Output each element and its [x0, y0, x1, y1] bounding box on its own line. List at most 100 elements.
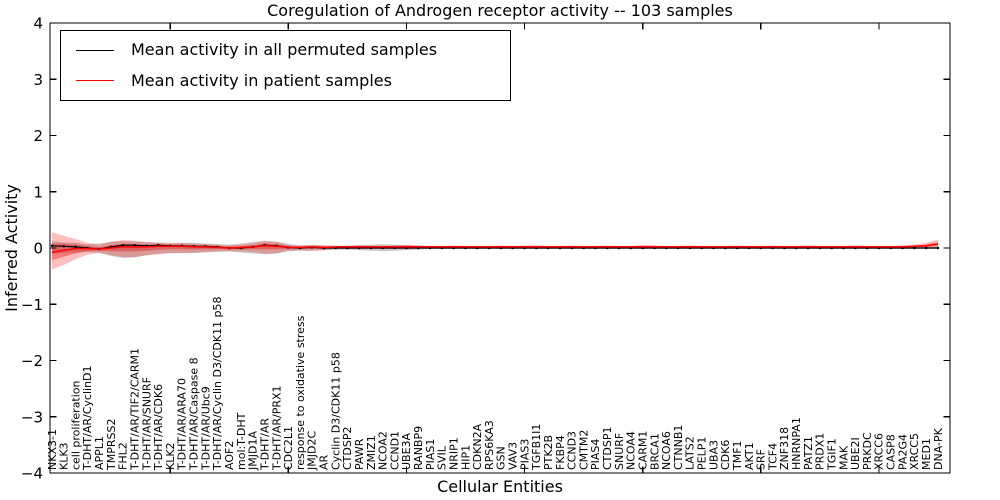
permuted-marker: [771, 246, 774, 250]
x-tick-label: T-DHT/AR/TIF2/CARM1: [128, 348, 141, 471]
permuted-marker: [641, 246, 644, 250]
legend-entry-patient: Mean activity in patient samples: [61, 70, 510, 90]
permuted-marker: [109, 245, 113, 248]
x-tick-label: CASP8: [885, 434, 898, 470]
permuted-marker: [936, 246, 940, 250]
permuted-marker: [145, 244, 148, 247]
permuted-marker: [795, 246, 798, 250]
x-tick-label: SNURF: [613, 433, 626, 470]
permuted-marker: [523, 246, 526, 250]
x-tick-label: ZNF318: [778, 427, 791, 470]
x-tick-label: PAWR: [353, 438, 366, 470]
patient-line-sample: [76, 80, 114, 82]
permuted-marker: [830, 246, 833, 250]
x-tick-label: JMJD1A: [247, 431, 260, 471]
permuted-marker: [653, 246, 656, 250]
x-tick-label: T-DHT/AR/Caspase 8: [188, 357, 201, 471]
x-tick-label: PELP1: [696, 437, 709, 470]
permuted-marker: [133, 244, 136, 247]
x-tick-label: CDK6: [719, 440, 732, 470]
x-tick-label: response to oxidative stress: [294, 315, 307, 470]
y-tick-label: 1: [33, 183, 43, 201]
permuted-marker: [925, 246, 928, 250]
y-tick-label: 3: [33, 71, 43, 89]
permuted-marker: [866, 246, 869, 250]
x-tick-label: CMTM2: [577, 430, 590, 470]
x-tick-label: TGIF1: [825, 438, 838, 471]
y-tick-label: −3: [21, 408, 43, 426]
permuted-marker: [842, 246, 845, 250]
x-tick-label: T-DHT/AR/Cyclin D3/CDK11 p58: [211, 296, 224, 471]
permuted-marker: [381, 246, 384, 250]
permuted-marker: [582, 246, 585, 250]
permuted-marker: [157, 244, 160, 247]
x-tick-label: CARM1: [636, 431, 649, 470]
y-tick-label: 0: [33, 240, 43, 258]
permuted-marker: [700, 246, 703, 250]
x-tick-label: PIAS1: [424, 439, 437, 470]
y-tick-label: 2: [33, 127, 43, 145]
permuted-marker: [369, 246, 373, 250]
y-axis-label: Inferred Activity: [2, 184, 21, 312]
permuted-marker: [629, 246, 632, 250]
x-tick-label: SVIL: [436, 445, 449, 470]
permuted-marker: [547, 246, 550, 250]
x-tick-label: XRCC6: [873, 433, 886, 470]
permuted-marker: [724, 246, 727, 250]
permuted-marker: [428, 246, 432, 250]
x-tick-label: AOF2: [223, 441, 236, 470]
x-tick-label: CCND3: [566, 431, 579, 470]
x-tick-label: HIP1: [459, 445, 472, 470]
permuted-marker: [594, 246, 597, 250]
permuted-marker: [570, 246, 573, 250]
x-tick-label: PIAS4: [589, 439, 602, 470]
y-tick-label: −2: [21, 352, 43, 370]
permuted-marker: [783, 246, 786, 250]
x-tick-label: PA2G4: [896, 434, 909, 470]
x-tick-label: VAV3: [507, 442, 520, 470]
x-tick-label: CTDSP1: [601, 427, 614, 470]
x-tick-label: T-DHT/AR/CDK6: [152, 384, 165, 471]
permuted-marker: [854, 246, 857, 250]
permuted-marker: [606, 246, 609, 250]
x-tick-label: NRIP1: [447, 437, 460, 470]
x-tick-label: cell proliferation: [69, 380, 82, 470]
permuted-marker: [913, 246, 916, 250]
permuted-marker: [665, 246, 668, 250]
x-tick-label: mol:T-DHT: [235, 412, 248, 470]
x-tick-label: LATS2: [684, 436, 697, 470]
permuted-marker: [417, 246, 420, 250]
chart-title: Coregulation of Androgen receptor activi…: [267, 1, 733, 20]
x-tick-label: XRCC5: [908, 433, 921, 470]
x-tick-label: MAK: [837, 445, 850, 470]
permuted-marker: [877, 246, 881, 250]
permuted-marker: [50, 244, 54, 247]
x-tick-label: T-DHT/AR: [258, 418, 271, 471]
y-tick-label: 4: [33, 15, 43, 33]
legend-label-patient: Mean activity in patient samples: [131, 70, 392, 90]
x-tick-label: T-DHT/AR/SNURF: [140, 377, 153, 471]
x-tick-label: APPL1: [93, 436, 106, 470]
permuted-marker: [440, 246, 443, 250]
x-tick-label: TCF4: [766, 443, 779, 471]
x-tick-label: AR: [318, 454, 331, 470]
y-tick-label: −4: [21, 465, 43, 483]
x-tick-label: MED1: [920, 438, 933, 470]
x-tick-label: UBA3: [707, 440, 720, 470]
permuted-marker: [712, 246, 715, 250]
permuted-marker: [121, 244, 124, 247]
permuted-marker: [901, 246, 904, 250]
x-tick-label: PTK2B: [542, 435, 555, 470]
permuted-marker: [487, 246, 491, 250]
x-tick-label: CDC2L1: [282, 426, 295, 470]
x-tick-label: PATZ1: [802, 436, 815, 470]
permuted-marker: [688, 246, 692, 250]
x-tick-label: RANBP9: [412, 426, 425, 470]
x-tick-label: SRF: [755, 449, 768, 470]
x-tick-label: T-DHT/AR/Ubc9: [199, 386, 212, 471]
x-tick-label: CTDSP2: [341, 427, 354, 470]
x-tick-label: PIAS3: [518, 439, 531, 470]
patient-mean-line: [51, 243, 939, 254]
x-tick-label: HNRNPA1: [790, 417, 803, 470]
